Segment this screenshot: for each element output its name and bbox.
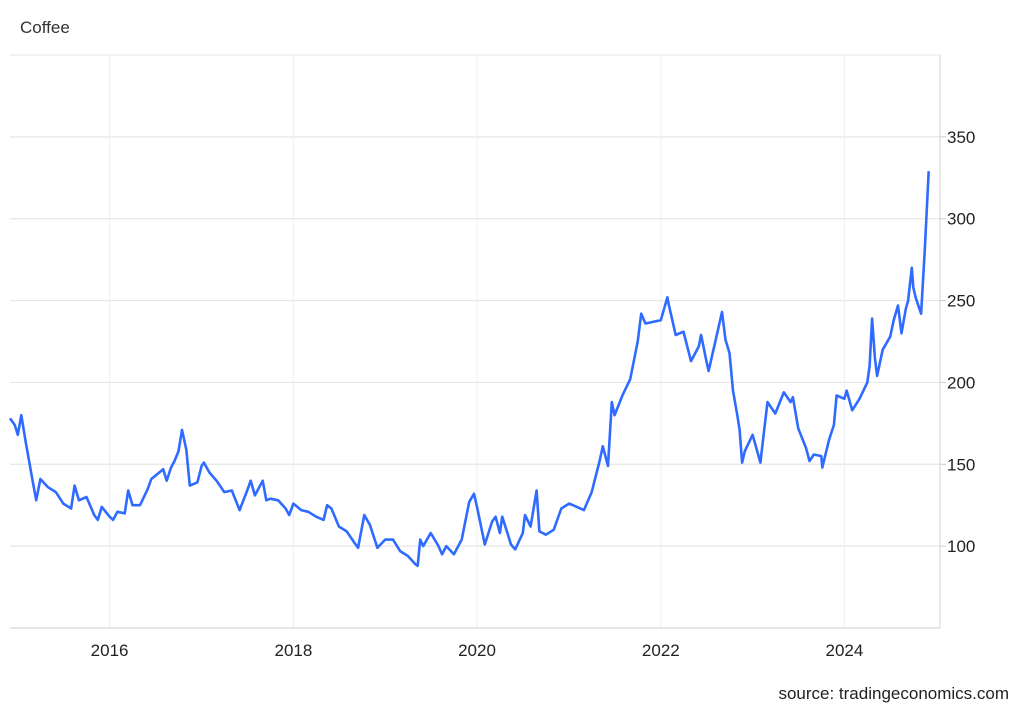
x-tick-label: 2020 bbox=[458, 641, 496, 660]
y-tick-label: 350 bbox=[947, 128, 975, 147]
x-tick-label: 2018 bbox=[275, 641, 313, 660]
price-series-line bbox=[8, 171, 930, 568]
source-label: source: tradingeconomics.com bbox=[778, 684, 1009, 703]
y-tick-label: 300 bbox=[947, 210, 975, 229]
x-tick-label: 2024 bbox=[826, 641, 864, 660]
y-axis-ticks: 100 150 200 250 300 350 bbox=[940, 128, 975, 556]
y-tick-label: 100 bbox=[947, 537, 975, 556]
y-tick-label: 150 bbox=[947, 455, 975, 474]
x-tick-label: 2016 bbox=[91, 641, 129, 660]
grid bbox=[10, 54, 940, 628]
chart-title: Coffee bbox=[20, 18, 70, 37]
y-tick-label: 250 bbox=[947, 292, 975, 311]
x-axis-ticks: 2016 2018 2020 2022 2024 bbox=[91, 641, 864, 660]
x-tick-label: 2022 bbox=[642, 641, 680, 660]
y-tick-label: 200 bbox=[947, 373, 975, 392]
axes bbox=[10, 55, 941, 629]
